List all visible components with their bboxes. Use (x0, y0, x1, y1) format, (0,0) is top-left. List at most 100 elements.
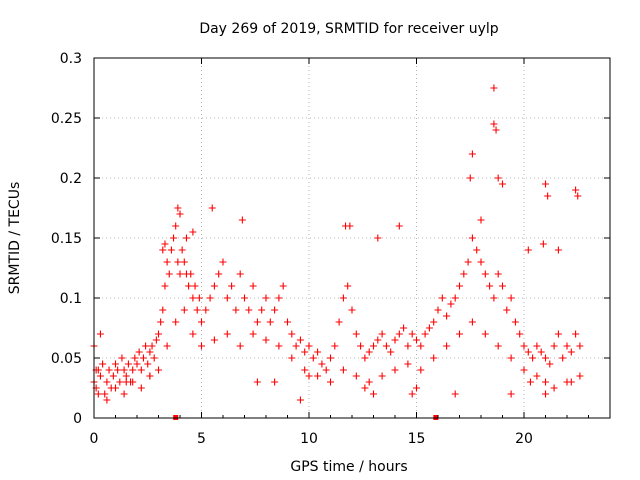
data-point (155, 330, 162, 338)
data-point (572, 330, 580, 338)
data-point (159, 306, 167, 314)
data-point (460, 270, 468, 278)
data-point (468, 150, 476, 158)
data-point (94, 390, 102, 398)
data-point (314, 372, 322, 380)
data-point (238, 216, 246, 224)
data-point (258, 306, 266, 314)
data-point (391, 366, 399, 374)
data-point (163, 342, 171, 350)
data-point (103, 396, 111, 404)
data-point (210, 336, 218, 344)
data-point (365, 348, 373, 356)
data-point (507, 354, 515, 362)
data-point (129, 366, 137, 374)
data-point (434, 306, 442, 314)
data-point (331, 342, 339, 350)
data-point (559, 354, 567, 362)
x-axis-label: GPS time / hours (290, 459, 407, 475)
data-point (170, 234, 178, 242)
x-tick-label: 0 (90, 431, 99, 447)
data-point (178, 246, 186, 254)
data-point (357, 342, 365, 350)
data-point (172, 222, 180, 230)
data-point (253, 318, 261, 326)
data-point (210, 282, 218, 290)
data-point (195, 294, 203, 302)
data-point (163, 258, 171, 266)
data-point (327, 378, 334, 386)
data-point (322, 366, 330, 374)
data-point (284, 318, 291, 326)
data-point (118, 354, 126, 362)
data-point (387, 348, 395, 356)
data-point (361, 384, 369, 392)
data-point (161, 282, 169, 290)
data-point (314, 348, 322, 356)
data-point (447, 300, 455, 308)
data-point (124, 360, 132, 368)
data-point (443, 342, 451, 350)
data-point (481, 330, 489, 338)
data-point (193, 306, 201, 314)
data-point (335, 318, 343, 326)
data-point (464, 258, 472, 266)
data-point (404, 342, 412, 350)
data-point (451, 294, 459, 302)
data-point (167, 246, 175, 254)
data-point (182, 234, 190, 242)
data-point (157, 318, 165, 326)
data-point (137, 384, 145, 392)
data-point (120, 390, 128, 398)
data-point (271, 306, 279, 314)
data-point (112, 384, 119, 392)
data-point (382, 342, 390, 350)
data-point (105, 366, 113, 374)
axis-ticks (93, 57, 610, 419)
data-point (305, 372, 313, 380)
data-point (417, 366, 425, 374)
data-point (296, 336, 304, 344)
data-point (544, 192, 552, 200)
data-point (180, 258, 188, 266)
data-point (129, 378, 137, 386)
data-point (101, 390, 109, 398)
data-point (520, 366, 528, 374)
data-point (352, 330, 360, 338)
data-point (542, 390, 549, 398)
data-point (477, 216, 485, 224)
data-point (176, 210, 184, 218)
data-point (198, 318, 205, 326)
data-point (103, 378, 111, 386)
x-tick-label: 5 (197, 431, 206, 447)
data-point (563, 342, 571, 350)
data-point (344, 282, 352, 290)
data-point (223, 294, 231, 302)
data-point (187, 270, 195, 278)
data-point (365, 378, 373, 386)
data-point (174, 204, 182, 212)
y-tick-label: 0.2 (60, 171, 82, 187)
y-tick-label: 0.15 (51, 231, 82, 247)
data-point (253, 378, 261, 386)
data-point (370, 390, 377, 398)
data-point (172, 318, 180, 326)
data-point (96, 372, 104, 380)
data-point (550, 384, 558, 392)
data-point (150, 354, 158, 362)
data-point (430, 354, 438, 362)
data-point (174, 258, 182, 266)
data-point (395, 222, 403, 230)
data-point (288, 330, 296, 338)
data-points (90, 84, 584, 404)
data-point (155, 366, 162, 374)
data-point (539, 240, 547, 248)
data-point (494, 342, 502, 350)
data-point (208, 204, 216, 212)
data-point (511, 318, 519, 326)
data-point (296, 396, 304, 404)
data-point (339, 366, 347, 374)
data-point (131, 354, 139, 362)
